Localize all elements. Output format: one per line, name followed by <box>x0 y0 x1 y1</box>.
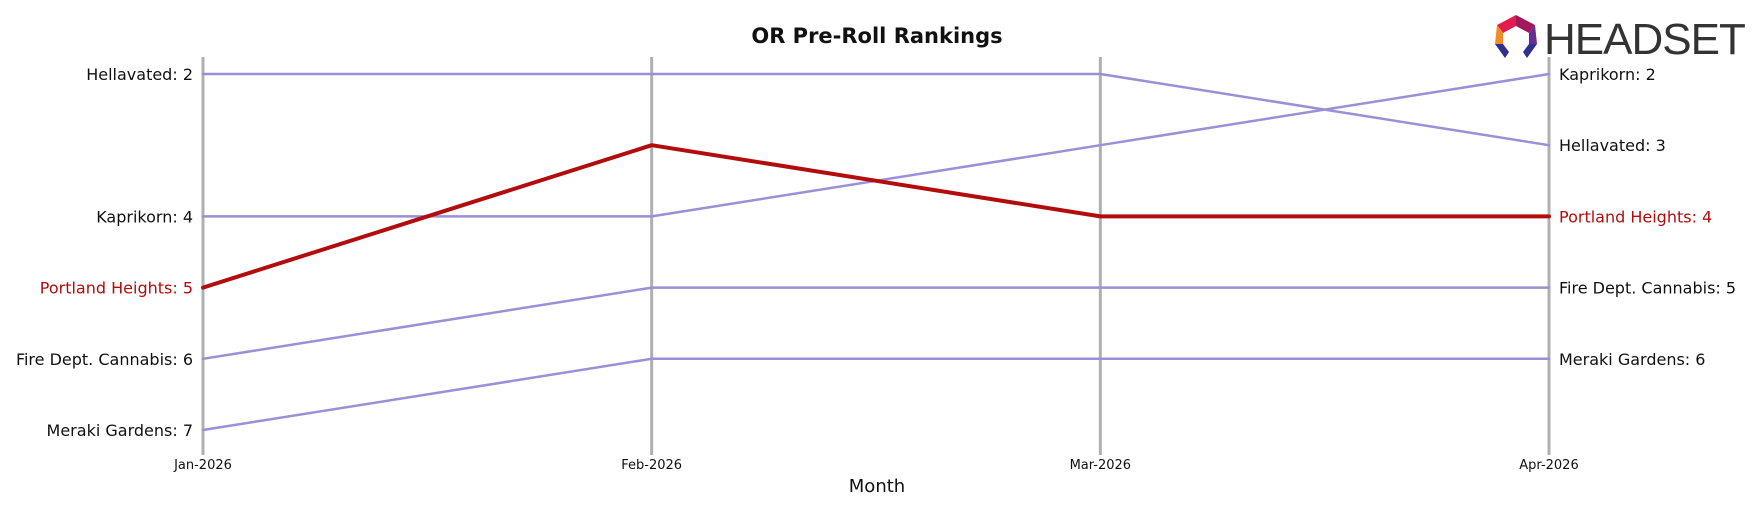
end-label: Meraki Gardens: 6 <box>1559 350 1705 369</box>
series-lines <box>201 72 1551 432</box>
series-line <box>201 357 1551 432</box>
end-label: Fire Dept. Cannabis: 5 <box>1559 279 1736 298</box>
headset-logo: HEADSET <box>1495 15 1746 64</box>
series-line <box>201 72 1551 147</box>
headset-logo-text: HEADSET <box>1544 15 1745 64</box>
series-line <box>201 143 1551 290</box>
logo-segment-foot-left <box>1495 44 1509 58</box>
series-line <box>201 286 1551 361</box>
x-tick-labels: Jan-2026 Feb-2026 Mar-2026 Apr-2026 <box>173 458 1579 473</box>
series-line <box>201 72 1551 218</box>
month-gridlines <box>201 57 1551 455</box>
logo-segment-lower-right <box>1529 25 1537 44</box>
logo-segment-foot-right <box>1523 44 1537 58</box>
x-tick-label: Feb-2026 <box>621 458 682 473</box>
start-label: Fire Dept. Cannabis: 6 <box>16 350 193 369</box>
chart-title: OR Pre-Roll Rankings <box>751 24 1002 48</box>
logo-segment-top <box>1516 15 1535 33</box>
start-label: Hellavated: 2 <box>86 65 193 84</box>
x-tick-label: Mar-2026 <box>1070 458 1131 473</box>
logo-segment-left <box>1497 15 1516 33</box>
headset-logo-mark-icon <box>1495 15 1537 58</box>
x-tick-label: Jan-2026 <box>173 458 232 473</box>
start-label: Meraki Gardens: 7 <box>47 421 193 440</box>
x-axis-label: Month <box>849 476 905 497</box>
end-label: Kaprikorn: 2 <box>1559 65 1656 84</box>
start-label: Portland Heights: 5 <box>40 279 193 298</box>
series-end-labels: Hellavated: 2 Kaprikorn: 4 Portland Height… <box>16 65 1736 440</box>
x-tick-label: Apr-2026 <box>1519 458 1578 473</box>
end-label: Portland Heights: 4 <box>1559 207 1712 226</box>
logo-segment-lower-left <box>1495 25 1503 44</box>
end-label: Hellavated: 3 <box>1559 136 1666 155</box>
start-label: Kaprikorn: 4 <box>96 207 193 226</box>
